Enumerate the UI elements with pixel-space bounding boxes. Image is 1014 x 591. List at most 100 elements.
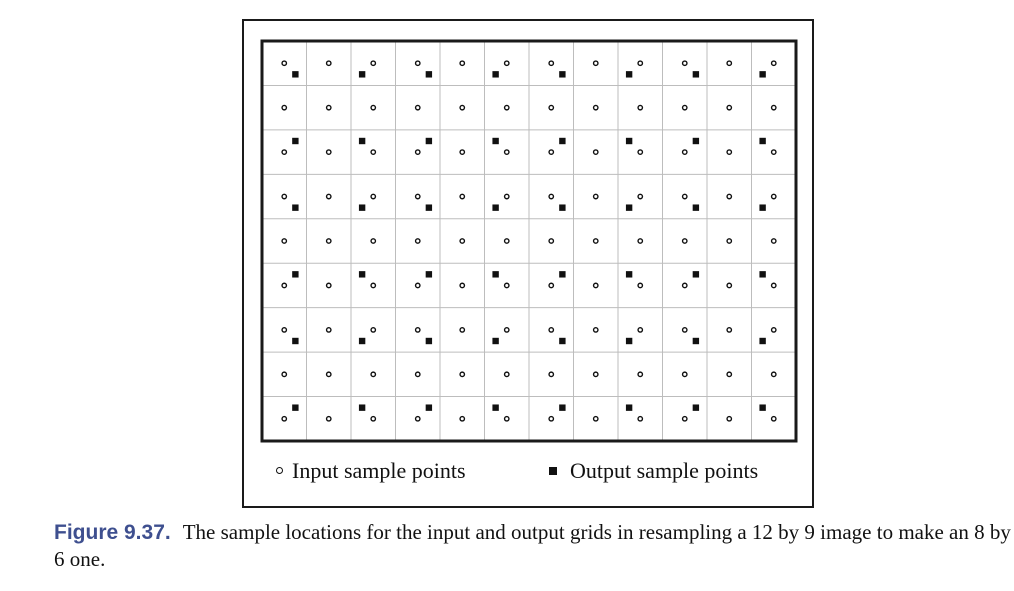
input-sample-point [548,104,555,111]
input-sample-point [281,193,288,200]
output-sample-point [759,137,766,145]
output-sample-point [559,404,566,411]
input-sample-point [503,193,510,200]
input-sample-point [459,371,466,378]
input-sample-point [681,238,688,244]
output-sample-point [358,271,366,278]
input-sample-point [503,415,510,422]
input-sample-point [281,238,288,244]
output-sample-point [559,204,566,211]
input-sample-point [459,415,466,422]
output-sample-point [425,71,433,78]
input-sample-point [592,60,599,67]
input-sample-point [548,238,555,244]
input-sample-point [592,193,599,200]
input-sample-point [726,104,733,111]
input-sample-point [414,415,421,422]
input-sample-point [281,60,288,67]
output-sample-point [292,271,299,278]
output-sample-point-icon [549,466,557,475]
input-sample-point [637,60,644,67]
input-sample-point [681,415,688,422]
output-sample-point [425,271,433,278]
input-sample-point [414,60,421,67]
input-sample-point [370,104,377,111]
output-sample-point [292,337,299,345]
output-sample-point [692,71,700,78]
input-sample-point [281,282,288,289]
output-sample-point [292,404,299,411]
output-sample-point [625,137,633,145]
input-sample-point [325,104,332,111]
input-sample-point [726,149,733,156]
input-sample-point [325,371,332,378]
input-sample-point [503,60,510,67]
output-sample-point [492,404,499,411]
output-sample-point [692,137,700,145]
input-sample-point [325,282,332,289]
input-sample-point [503,149,510,156]
input-sample-point [281,149,288,156]
output-sample-point [559,137,566,145]
legend-output-label: Output sample points [570,458,759,483]
output-sample-point [692,404,700,411]
input-sample-point [325,238,332,244]
input-sample-point [770,60,777,67]
output-sample-point [358,337,366,345]
input-sample-point [637,238,644,244]
output-sample-point [625,271,633,278]
legend-input: Input sample points [276,458,466,484]
input-sample-point [459,104,466,111]
input-sample-point [770,238,777,244]
input-sample-point [548,193,555,200]
output-sample-point [358,137,366,145]
input-sample-point [459,238,466,244]
output-sample-point [625,71,633,78]
input-sample-point [325,326,332,333]
input-sample-point [637,326,644,333]
input-sample-point [548,415,555,422]
input-sample-point [726,415,733,422]
input-sample-point [681,149,688,156]
output-sample-point [559,337,566,345]
input-sample-point [770,282,777,289]
output-sample-point [759,204,766,211]
input-sample-point [414,371,421,378]
input-sample-point [281,415,288,422]
input-sample-point [681,193,688,200]
input-sample-point [548,371,555,378]
input-sample-point [503,371,510,378]
input-sample-point [370,282,377,289]
input-sample-point [414,193,421,200]
output-sample-point [358,404,366,411]
output-sample-point [759,71,766,78]
output-sample-point [292,204,299,211]
input-sample-point [770,104,777,111]
input-sample-point [592,326,599,333]
input-sample-point [726,326,733,333]
output-sample-point [492,137,499,145]
input-sample-point-icon [276,467,283,475]
input-sample-point [281,371,288,378]
output-sample-point [759,337,766,345]
input-sample-point [325,60,332,67]
input-sample-point [637,193,644,200]
input-sample-point [637,371,644,378]
input-sample-point [459,193,466,200]
output-sample-point [625,404,633,411]
input-sample-point [726,60,733,67]
output-sample-point [559,71,566,78]
input-sample-point [503,104,510,111]
input-sample-point [681,60,688,67]
input-sample-point [503,238,510,244]
input-sample-point [370,149,377,156]
input-sample-point [726,282,733,289]
input-sample-point [548,282,555,289]
input-sample-point [281,104,288,111]
input-sample-point [592,149,599,156]
figure-caption: Figure 9.37. The sample locations for the… [54,519,1014,573]
input-sample-point [370,193,377,200]
output-sample-point [425,137,433,145]
output-sample-point [759,404,766,411]
output-sample-point [425,337,433,345]
